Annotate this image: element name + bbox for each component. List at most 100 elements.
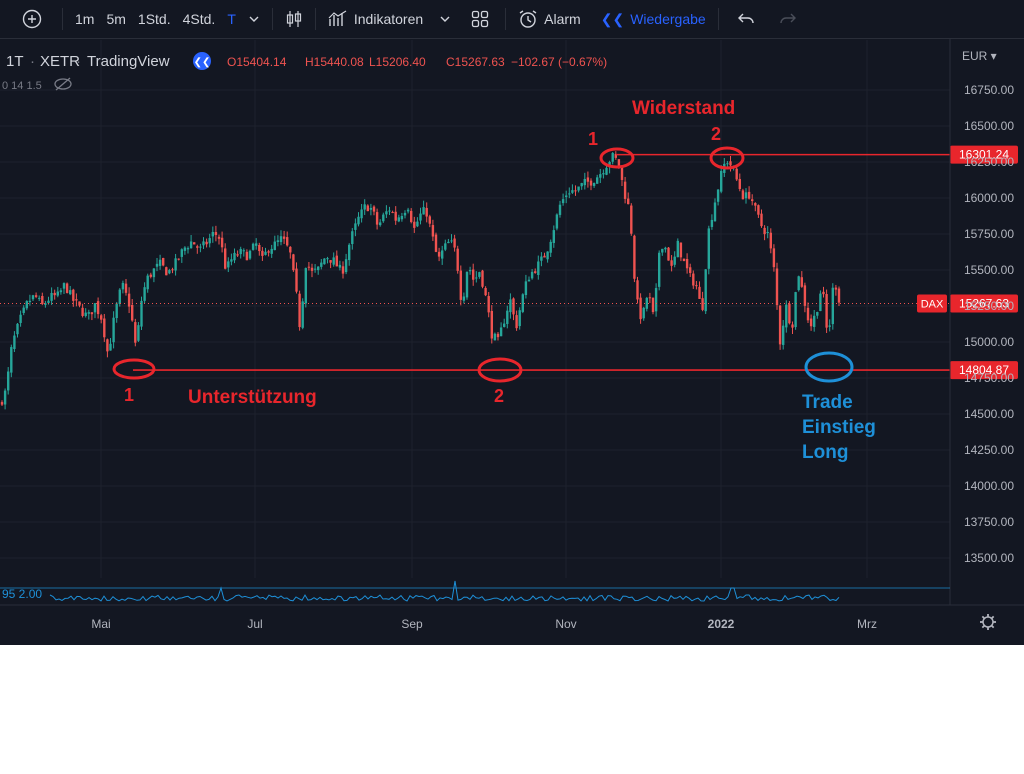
candle-body [465, 271, 469, 298]
candle-body [205, 241, 208, 245]
candle-body [183, 247, 187, 251]
candle-body [639, 297, 642, 320]
candle-body [224, 248, 227, 269]
candle-body [217, 236, 221, 239]
candle-body [369, 207, 373, 210]
candle-body [41, 296, 44, 305]
indicator-value: 95 2.00 [2, 587, 42, 601]
candle-body [456, 248, 459, 271]
gear-tooth [981, 615, 986, 620]
interval-1m[interactable]: 1m [75, 11, 95, 27]
candle-body [208, 238, 211, 244]
candle-body [90, 312, 94, 315]
candle-body [171, 269, 174, 271]
support-price-tag [950, 361, 1018, 380]
gear-tooth [990, 624, 995, 629]
candle-body [394, 211, 397, 221]
price-chart[interactable]: 16301.24 14804.87 15267.63 DAX 16750.00 1650… [0, 0, 1024, 645]
eye-slash-icon [54, 77, 72, 91]
interval-day[interactable]: T [227, 11, 236, 27]
alarm-button[interactable]: Alarm [512, 0, 587, 38]
add-symbol-button[interactable] [0, 0, 56, 38]
price-levels: 16301.24 14804.87 15267.63 DAX [0, 145, 1018, 380]
resistance-title: Widerstand [632, 98, 735, 119]
candle-body [447, 241, 450, 244]
layout-button[interactable] [461, 0, 499, 38]
candle-body [245, 251, 249, 261]
candle-body [38, 297, 41, 299]
price-axis-tick: 14000.00 [964, 479, 1014, 493]
time-axis[interactable]: Mai Jul Sep Nov 2022 Mrz [0, 604, 1024, 631]
candle-body [685, 259, 689, 269]
replay-button[interactable]: ❮❮ Wiedergabe [587, 0, 712, 38]
legend-ohlc-value: O15404.14 [227, 55, 287, 69]
candle-body [301, 301, 304, 328]
toolbar-divider [62, 8, 63, 30]
candle-body [230, 259, 233, 262]
candle-body [642, 307, 645, 319]
candle-body [338, 264, 342, 268]
legend-exchange: XETR [40, 53, 80, 70]
candle-body [174, 258, 177, 271]
candle-body [512, 298, 515, 315]
candle-body [729, 161, 732, 166]
interval-1h[interactable]: 1Std. [137, 11, 171, 27]
price-axis-tick: 15500.00 [964, 263, 1014, 277]
candle-body [484, 287, 487, 296]
candle-body [233, 252, 236, 261]
dax-symbol-label: DAX [921, 298, 944, 310]
candle-body [809, 318, 813, 327]
gear-tooth [990, 615, 995, 620]
settings-gear-icon[interactable] [980, 614, 996, 630]
candle-body [670, 260, 673, 266]
candle-body [499, 327, 503, 337]
candle-body [521, 294, 524, 312]
candle-body [298, 293, 301, 328]
chart-type-button[interactable] [279, 0, 309, 38]
candle-body [825, 294, 828, 328]
candle-body [87, 312, 90, 314]
candle-body [797, 276, 800, 291]
candle-body [134, 322, 137, 343]
price-axis[interactable]: 16750.00 16500.00 16250.00 16000.00 15750.00… [949, 38, 1014, 605]
candle-body [468, 270, 472, 272]
candle-body [313, 268, 317, 270]
candle-body [738, 178, 741, 189]
candle-body [239, 248, 242, 255]
currency-selector[interactable]: EUR ▾ [962, 49, 997, 63]
candle-body [623, 181, 627, 199]
indicators-button[interactable]: Indikatoren [322, 0, 429, 38]
candle-body [558, 204, 562, 215]
candle-body [127, 293, 131, 307]
price-axis-tick: 16250.00 [964, 155, 1014, 169]
candle-body [112, 317, 115, 343]
candle-body [611, 153, 614, 162]
time-axis-tick: Sep [401, 617, 423, 631]
indicators-dropdown[interactable] [429, 0, 461, 38]
candle-body [351, 231, 354, 245]
candle-body [403, 212, 407, 216]
candle-body [633, 235, 636, 279]
candle-body [375, 212, 379, 225]
candle-body [679, 242, 683, 258]
interval-4h[interactable]: 4Std. [182, 11, 216, 27]
redo-button[interactable] [767, 0, 809, 38]
candle-body [50, 292, 53, 301]
interval-dropdown[interactable] [242, 0, 266, 38]
candle-body [605, 167, 608, 175]
candle-body [400, 215, 404, 220]
legend-separator: · [30, 53, 35, 70]
candle-body [769, 232, 772, 249]
candle-body [617, 159, 621, 168]
candle-body [689, 267, 692, 273]
candle-body [537, 261, 540, 275]
candle-body [397, 217, 400, 222]
undo-button[interactable] [725, 0, 767, 38]
candle-body [493, 333, 497, 341]
candle-body [193, 242, 196, 245]
interval-5m[interactable]: 5m [106, 11, 126, 27]
toolbar-divider [271, 8, 273, 30]
candle-body [25, 301, 28, 309]
candle-body [543, 255, 546, 258]
candle-body [434, 234, 438, 252]
